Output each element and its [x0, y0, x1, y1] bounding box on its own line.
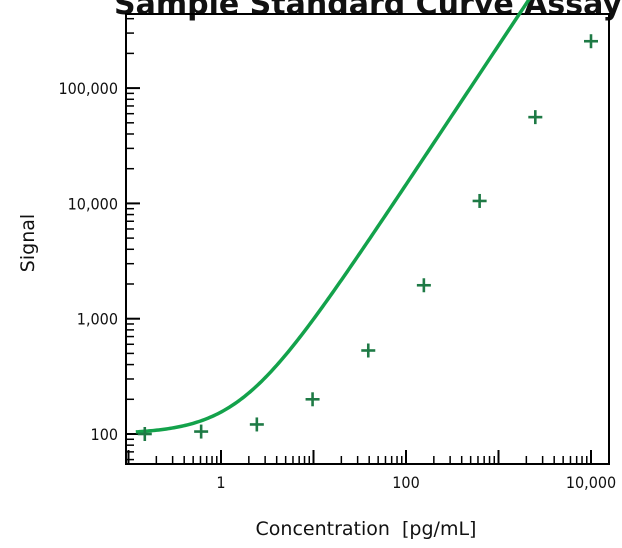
data-point — [528, 110, 543, 125]
y-tick-label: 100,000 — [58, 79, 118, 98]
data-point — [472, 193, 487, 208]
data-point — [361, 343, 376, 358]
data-point — [194, 424, 209, 439]
x-tick-label: 100 — [392, 473, 419, 492]
data-point — [137, 427, 152, 441]
plot-area-frame — [125, 13, 610, 465]
y-tick-label: 100 — [91, 425, 118, 444]
data-point — [584, 34, 598, 49]
y-tick-label: 10,000 — [68, 194, 118, 213]
x-tick-label: 1 — [216, 473, 225, 492]
fit-curve-line — [135, 0, 531, 434]
y-axis: 100 1,000 10,000 100,000 — [58, 17, 140, 461]
y-axis-title: Signal — [17, 214, 39, 272]
data-point — [416, 278, 431, 293]
x-tick-label: 10,000 — [566, 473, 616, 492]
data-point — [305, 392, 320, 407]
chart-title: Sample Standard Curve Assay — [114, 0, 622, 22]
data-point — [249, 417, 264, 432]
y-tick-label: 1,000 — [77, 310, 118, 329]
x-axis: 1 100 10,000 — [127, 450, 616, 492]
data-points — [137, 34, 598, 441]
x-axis-title: Concentration [pg/mL] — [256, 518, 477, 540]
